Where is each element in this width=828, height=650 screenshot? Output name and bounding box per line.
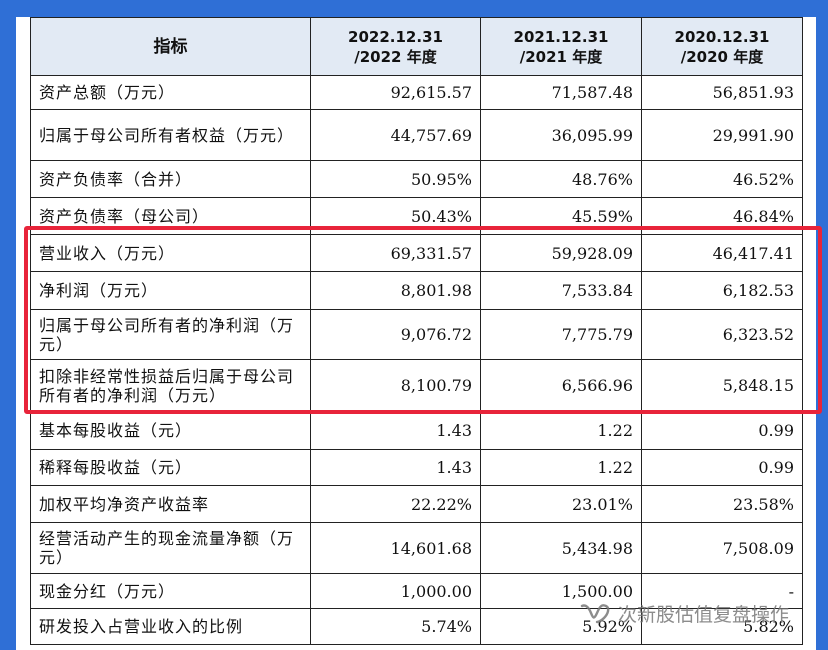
row-label: 净利润（万元）	[30, 271, 311, 310]
value-2020: 56,851.93	[641, 75, 803, 110]
header-2021: 2021.12.31 /2021 年度	[480, 17, 642, 76]
header-2022-date: 2022.12.31	[348, 27, 443, 46]
table-row: 研发投入占营业收入的比例 5.74% 5.92% 5.82%	[30, 608, 803, 645]
value-2021: 5,434.98	[480, 522, 642, 574]
row-label: 资产负债率（母公司）	[30, 197, 311, 235]
row-label: 加权平均净资产收益率	[30, 485, 311, 523]
row-label: 扣除非经常性损益后归属于母公司所有者的净利润（万元）	[30, 359, 311, 412]
value-2022: 22.22%	[310, 485, 481, 523]
table-row: 净利润（万元） 8,801.98 7,533.84 6,182.53	[30, 271, 803, 310]
value-2021: 6,566.96	[480, 359, 642, 412]
row-label: 稀释每股收益（元）	[30, 449, 311, 486]
header-2021-year: /2021 年度	[519, 47, 603, 66]
value-2020: 0.99	[641, 449, 803, 486]
value-2022: 1.43	[310, 449, 481, 486]
value-2021: 59,928.09	[480, 234, 642, 272]
value-2022: 69,331.57	[310, 234, 481, 272]
value-2022: 8,100.79	[310, 359, 481, 412]
row-label: 资产总额（万元）	[30, 75, 311, 110]
value-2021: 23.01%	[480, 485, 642, 523]
row-label: 研发投入占营业收入的比例	[30, 608, 311, 645]
table-row: 归属于母公司所有者的净利润（万元） 9,076.72 7,775.79 6,32…	[30, 309, 803, 360]
value-2021: 36,095.99	[480, 109, 642, 161]
row-label: 归属于母公司所有者的净利润（万元）	[30, 309, 311, 360]
value-2022: 9,076.72	[310, 309, 481, 360]
value-2020: 5.82%	[641, 608, 803, 645]
value-2021: 5.92%	[480, 608, 642, 645]
header-2022: 2022.12.31 /2022 年度	[310, 17, 481, 76]
table-row: 营业收入（万元） 69,331.57 59,928.09 46,417.41	[30, 234, 803, 272]
value-2021: 7,533.84	[480, 271, 642, 310]
value-2020: 0.99	[641, 411, 803, 450]
value-2020: 6,323.52	[641, 309, 803, 360]
header-2020-date: 2020.12.31	[674, 27, 770, 46]
table-row: 归属于母公司所有者权益（万元） 44,757.69 36,095.99 29,9…	[30, 109, 803, 161]
value-2020: 29,991.90	[641, 109, 803, 161]
table-row: 资产负债率（合并） 50.95% 48.76% 46.52%	[30, 160, 803, 198]
value-2020: 46,417.41	[641, 234, 803, 272]
value-2022: 50.43%	[310, 197, 481, 235]
table-row: 基本每股收益（元） 1.43 1.22 0.99	[30, 411, 803, 450]
value-2021: 71,587.48	[480, 75, 642, 110]
value-2021: 45.59%	[480, 197, 642, 235]
row-label: 归属于母公司所有者权益（万元）	[30, 109, 311, 161]
header-indicator: 指标	[30, 17, 311, 76]
value-2021: 7,775.79	[480, 309, 642, 360]
row-label: 营业收入（万元）	[30, 234, 311, 272]
value-2022: 92,615.57	[310, 75, 481, 110]
table-row: 稀释每股收益（元） 1.43 1.22 0.99	[30, 449, 803, 486]
watermark-text: 次新股估值复盘操作	[618, 603, 790, 626]
table-row: 加权平均净资产收益率 22.22% 23.01% 23.58%	[30, 485, 803, 523]
value-2020: 7,508.09	[641, 522, 803, 574]
value-2022: 8,801.98	[310, 271, 481, 310]
table-row: 资产负债率（母公司） 50.43% 45.59% 46.84%	[30, 197, 803, 235]
row-label: 经营活动产生的现金流量净额（万元）	[30, 522, 311, 574]
header-2021-date: 2021.12.31	[513, 27, 609, 46]
row-label: 基本每股收益（元）	[30, 411, 311, 450]
value-2021: 1.22	[480, 449, 642, 486]
watermark: 次新股估值复盘操作	[580, 598, 789, 628]
value-2022: 5.74%	[310, 608, 481, 645]
value-2020: 23.58%	[641, 485, 803, 523]
value-2022: 1.43	[310, 411, 481, 450]
row-label: 现金分红（万元）	[30, 573, 311, 609]
row-label: 资产负债率（合并）	[30, 160, 311, 198]
value-2020: 5,848.15	[641, 359, 803, 412]
value-2020: 6,182.53	[641, 271, 803, 310]
header-2020: 2020.12.31 /2020 年度	[641, 17, 803, 76]
value-2021: 1.22	[480, 411, 642, 450]
header-2020-year: /2020 年度	[680, 47, 764, 66]
value-2020: 46.52%	[641, 160, 803, 198]
financial-indicators-table: 指标 2022.12.31 /2022 年度 2021.12.31 /2021 …	[30, 17, 803, 645]
value-2022: 50.95%	[310, 160, 481, 198]
value-2022: 44,757.69	[310, 109, 481, 161]
value-2021: 48.76%	[480, 160, 642, 198]
value-2021: 1,500.00	[480, 573, 642, 609]
table-header-row: 指标 2022.12.31 /2022 年度 2021.12.31 /2021 …	[30, 17, 803, 76]
value-2020: 46.84%	[641, 197, 803, 235]
header-2022-year: /2022 年度	[354, 47, 437, 66]
value-2022: 1,000.00	[310, 573, 481, 609]
table-row: 经营活动产生的现金流量净额（万元） 14,601.68 5,434.98 7,5…	[30, 522, 803, 574]
table-row: 现金分红（万元） 1,000.00 1,500.00 -	[30, 573, 803, 609]
value-2022: 14,601.68	[310, 522, 481, 574]
wechat-channel-icon	[580, 604, 610, 624]
table-row: 扣除非经常性损益后归属于母公司所有者的净利润（万元） 8,100.79 6,56…	[30, 359, 803, 412]
financial-table-sheet: 指标 2022.12.31 /2022 年度 2021.12.31 /2021 …	[16, 17, 816, 650]
table-row: 资产总额（万元） 92,615.57 71,587.48 56,851.93	[30, 75, 803, 110]
